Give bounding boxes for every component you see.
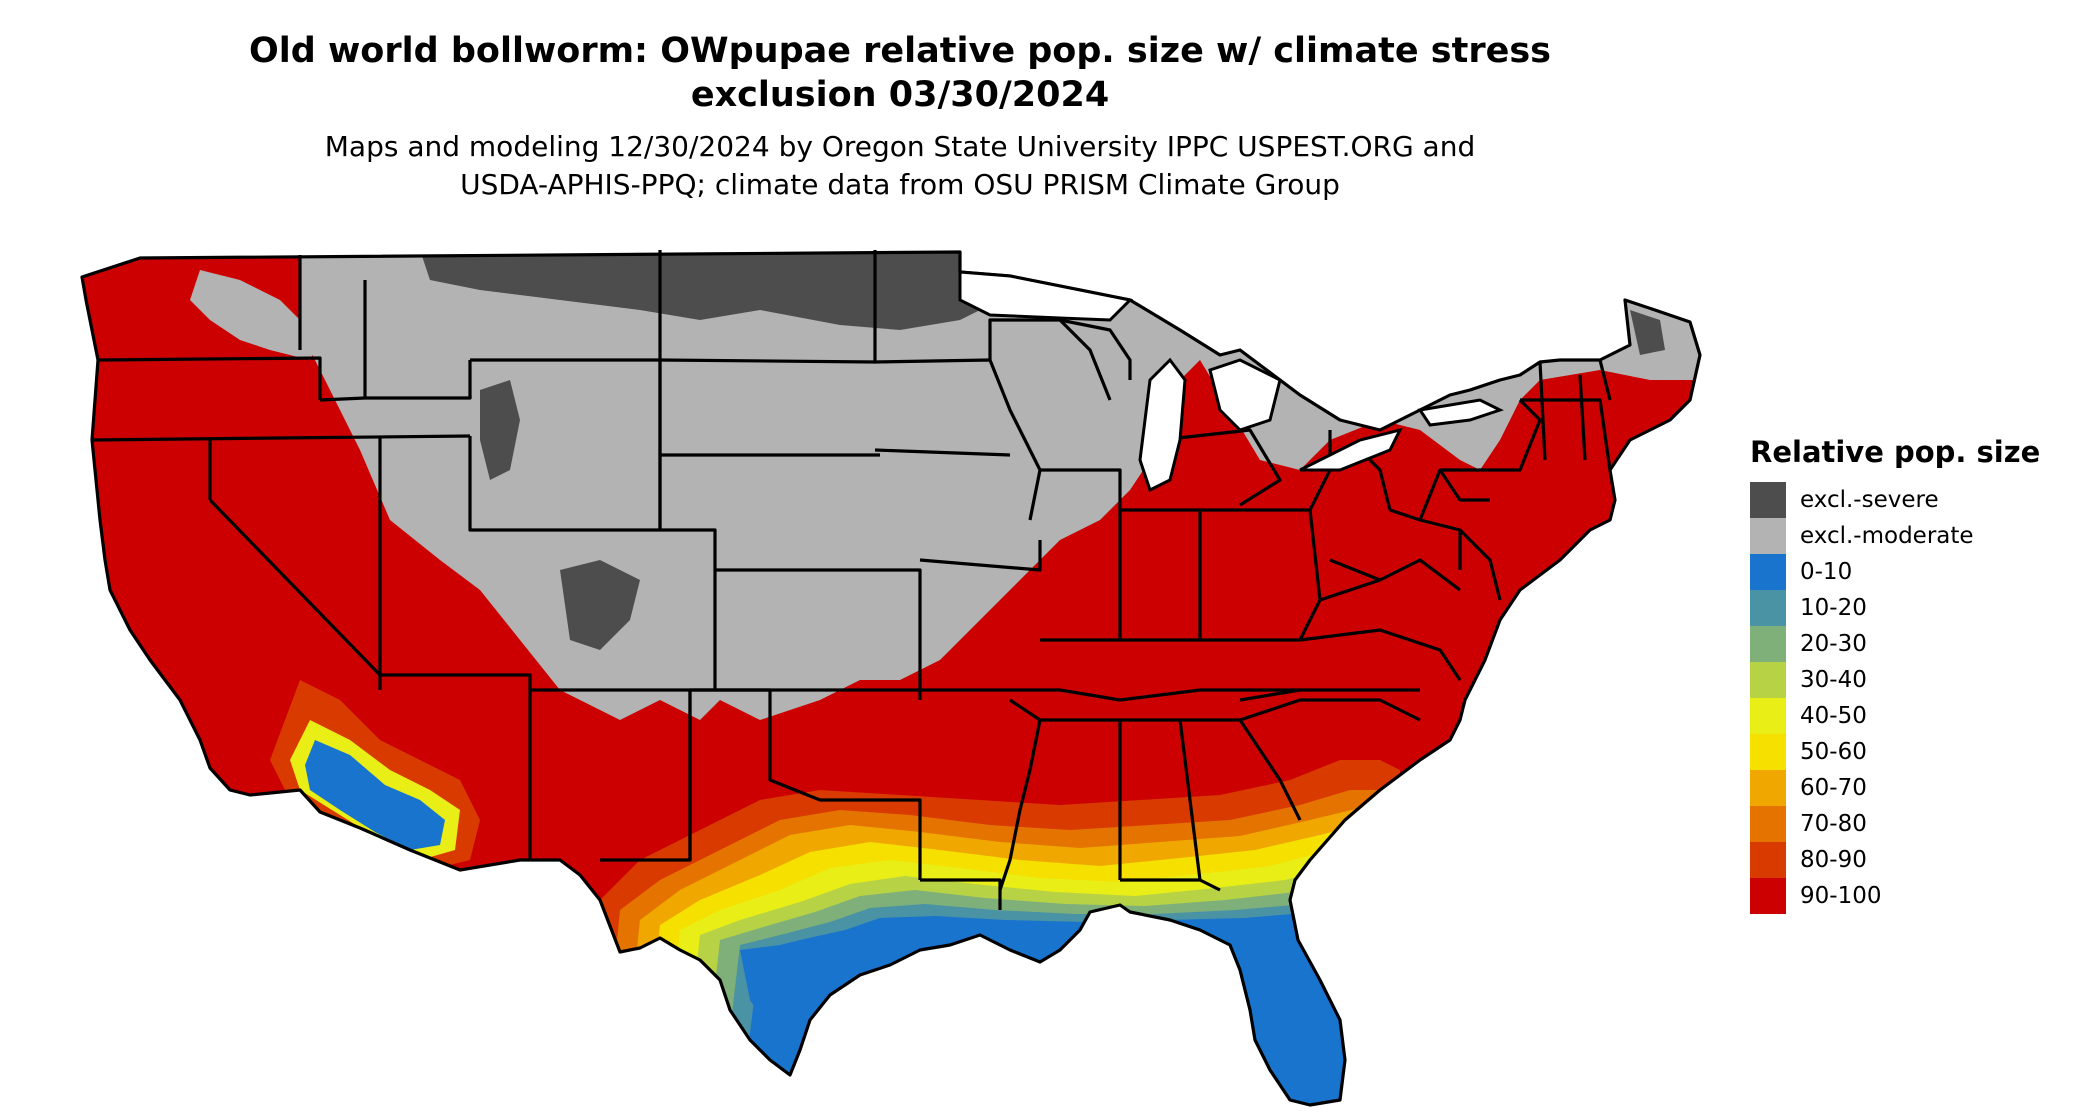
legend-label: 0-10: [1800, 559, 1853, 585]
legend-label: 40-50: [1800, 703, 1867, 729]
lake-erie: [1299, 427, 1403, 472]
legend-swatch: [1750, 554, 1786, 590]
zone-excl-severe-me: [1630, 310, 1665, 355]
legend-swatch: [1750, 626, 1786, 662]
lake-superior: [958, 270, 1134, 322]
zone-excl-moderate-pnw: [190, 270, 320, 360]
legend-swatch: [1750, 734, 1786, 770]
zone-excl-severe-wy: [480, 380, 520, 480]
legend-item: 70-80: [1750, 806, 2090, 842]
zone-0-10-sw: [305, 740, 445, 850]
map-subtitle-line-1: Maps and modeling 12/30/2024 by Oregon S…: [324, 130, 1476, 163]
map-title-line-1: Old world bollworm: OWpupae relative pop…: [248, 31, 1552, 71]
legend-label: excl.-severe: [1800, 487, 1939, 513]
legend-label: 20-30: [1800, 631, 1867, 657]
legend-swatch: [1750, 770, 1786, 806]
legend-items: excl.-severe excl.-moderate 0-10 10-20 20-30…: [1750, 482, 2090, 914]
zone-excl-severe-co: [560, 560, 640, 650]
legend-swatch: [1750, 518, 1786, 554]
legend-item: excl.-severe: [1750, 482, 2090, 518]
legend-item: excl.-moderate: [1750, 518, 2090, 554]
legend-item: 90-100: [1750, 878, 2090, 914]
zone-0-10-gulf: [740, 900, 1400, 1105]
legend-swatch: [1750, 590, 1786, 626]
legend-title: Relative pop. size: [1750, 435, 2041, 469]
map-title-line-2: exclusion 03/30/2024: [690, 75, 1110, 115]
legend-item: 0-10: [1750, 554, 2090, 590]
legend-item: 80-90: [1750, 842, 2090, 878]
state-boundaries: [80, 250, 1702, 1107]
legend-swatch: [1750, 806, 1786, 842]
legend-label: 50-60: [1800, 739, 1867, 765]
legend-label: excl.-moderate: [1800, 523, 1974, 549]
lake-huron: [1208, 358, 1282, 432]
legend-item: 20-30: [1750, 626, 2090, 662]
legend-swatch: [1750, 482, 1786, 518]
lake-michigan: [1138, 357, 1187, 493]
legend-label: 30-40: [1800, 667, 1867, 693]
legend-label: 10-20: [1800, 595, 1867, 621]
great-lakes: [958, 270, 1504, 493]
legend-item: 40-50: [1750, 698, 2090, 734]
legend-item: 30-40: [1750, 662, 2090, 698]
legend-swatch: [1750, 878, 1786, 914]
zone-excl-severe-north: [420, 252, 1100, 330]
legend-item: 60-70: [1750, 770, 2090, 806]
legend-label: 80-90: [1800, 847, 1867, 873]
legend-label: 70-80: [1800, 811, 1867, 837]
legend-swatch: [1750, 662, 1786, 698]
lake-ontario: [1417, 398, 1504, 427]
legend-label: 60-70: [1800, 775, 1867, 801]
legend-swatch: [1750, 698, 1786, 734]
map-subtitle-line-2: USDA-APHIS-PPQ; climate data from OSU PR…: [460, 168, 1340, 201]
us-outline: [80, 250, 1702, 1107]
legend-item: 50-60: [1750, 734, 2090, 770]
legend: Relative pop. size excl.-severe excl.-mod…: [1750, 432, 2090, 914]
legend-label: 90-100: [1800, 883, 1882, 909]
legend-swatch: [1750, 842, 1786, 878]
legend-item: 10-20: [1750, 590, 2090, 626]
